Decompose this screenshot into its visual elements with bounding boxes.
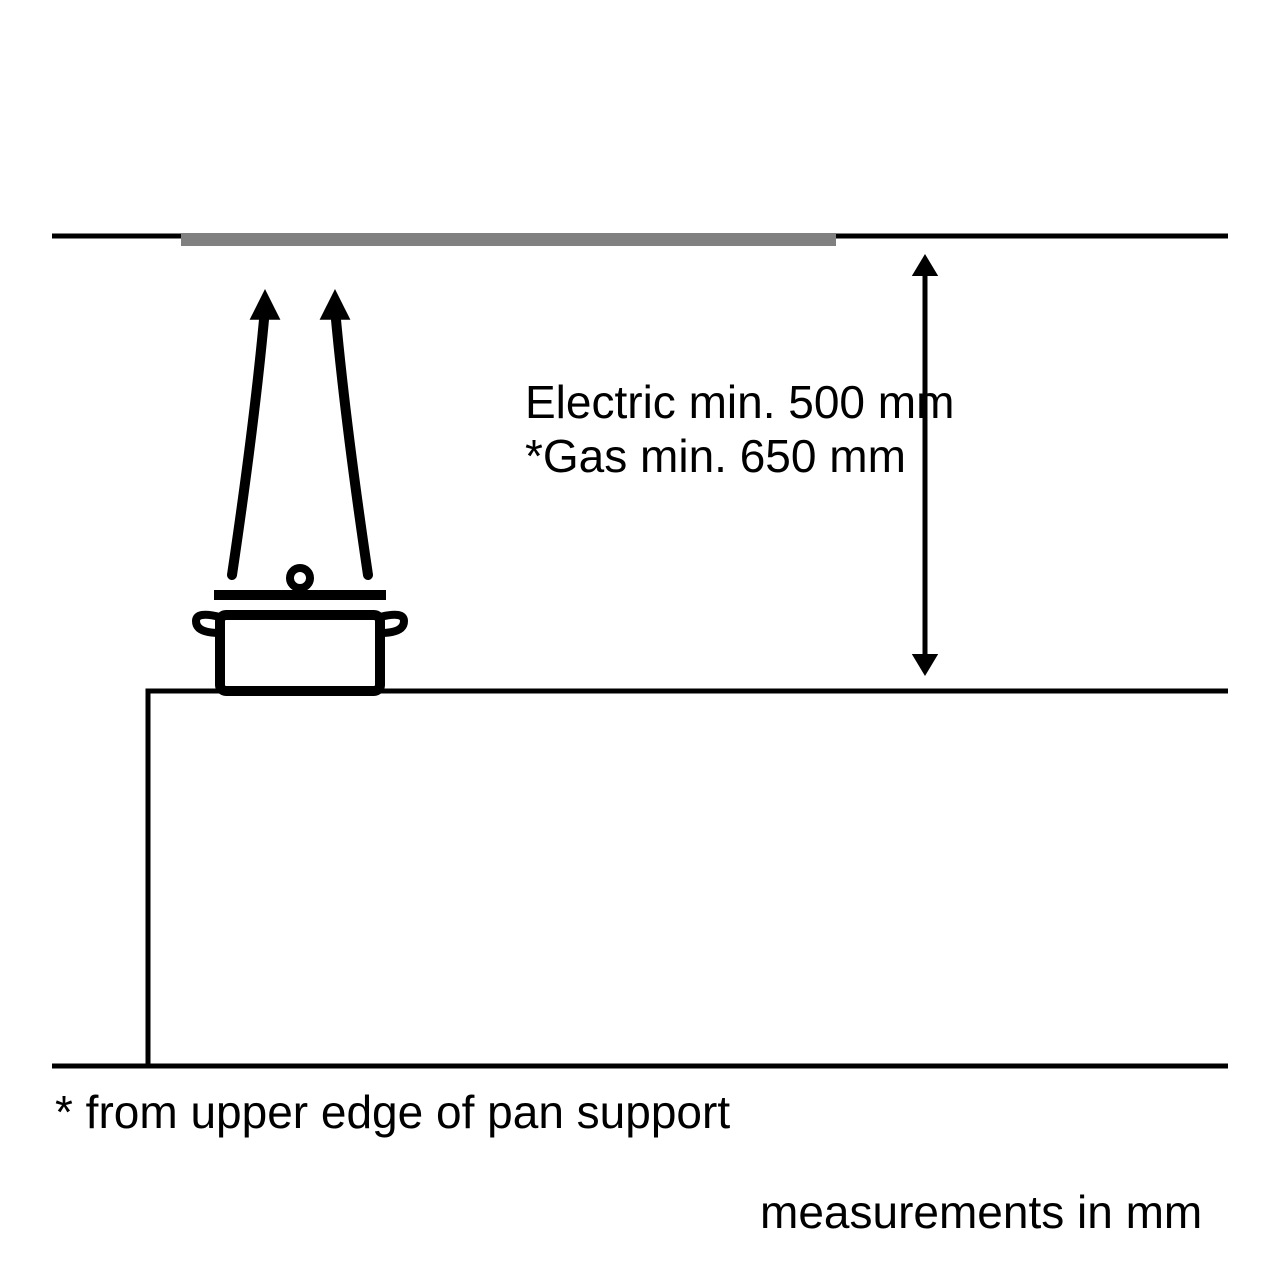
cooktop-outline [148, 691, 1228, 1066]
installation-diagram: Electric min. 500 mm *Gas min. 650 mm * … [0, 0, 1280, 1280]
units-label: measurements in mm [760, 1186, 1202, 1238]
dimension-arrow [912, 254, 938, 676]
hood-bar [181, 234, 836, 246]
footnote-label: * from upper edge of pan support [55, 1086, 730, 1138]
pot-icon [196, 568, 404, 691]
clearance-electric-label: Electric min. 500 mm [525, 376, 954, 428]
clearance-gas-label: *Gas min. 650 mm [525, 430, 906, 482]
steam-arrows [232, 289, 368, 575]
